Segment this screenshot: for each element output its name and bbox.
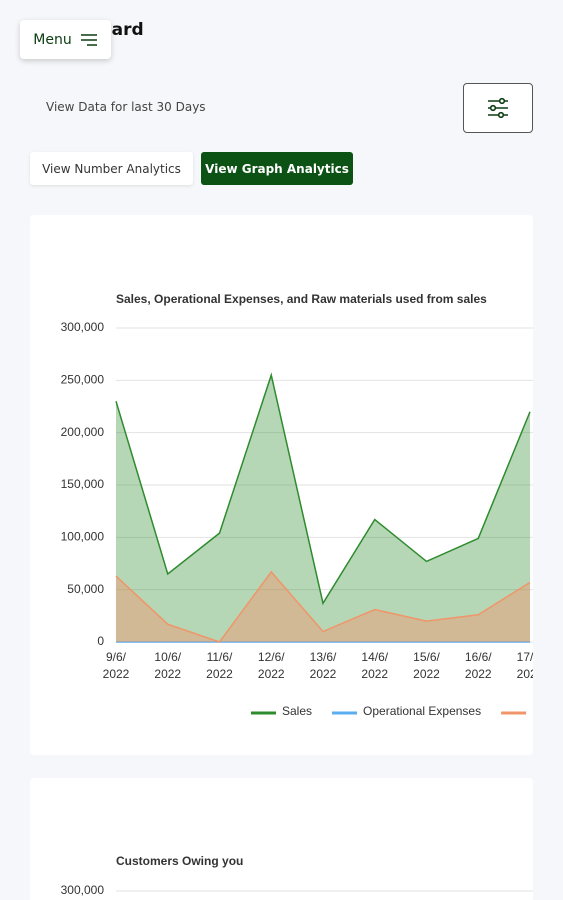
chart: Sales, Operational Expenses, and Raw mat… <box>61 292 563 718</box>
y-tick-label: 50,000 <box>67 582 104 596</box>
legend-label: Raw materials used <box>532 704 563 718</box>
series-line <box>115 372 531 606</box>
legend-label: Sales <box>282 704 312 718</box>
legend-label: Operational Expenses <box>363 704 481 718</box>
x-tick-label: 15/6/2022 <box>413 650 440 681</box>
y-tick-label: 300,000 <box>61 883 105 897</box>
y-tick-label: 0 <box>97 634 104 648</box>
tab[interactable]: View Graph Analytics <box>201 152 353 185</box>
filter-icon <box>488 97 508 119</box>
filter-button[interactable] <box>463 83 533 133</box>
chart-title: Sales, Operational Expenses, and Raw mat… <box>116 292 487 306</box>
area-fill <box>116 571 530 642</box>
y-tick-label: 250,000 <box>61 373 105 387</box>
chart-card <box>30 778 533 900</box>
filter-label: View Data for last 30 Days <box>46 100 206 114</box>
y-tick-label: 100,000 <box>61 530 105 544</box>
x-tick-label: 17/6/2022 <box>517 650 544 681</box>
menu-icon <box>80 33 97 46</box>
x-tick-label: 9/6/2022 <box>103 650 130 681</box>
chart-title: Customers Owing you <box>116 854 243 868</box>
x-tick-label: 12/6/2022 <box>258 650 285 681</box>
area-fill <box>116 375 530 642</box>
y-tick-label: 300,000 <box>61 320 105 334</box>
x-tick-label: 14/6/2022 <box>361 650 388 681</box>
menu-button[interactable]: Menu <box>20 20 111 59</box>
x-tick-label: 11/6/2022 <box>206 650 233 681</box>
chart: Customers Owing you 300,000 <box>61 854 533 897</box>
x-tick-label: 16/6/2022 <box>465 650 492 681</box>
tab[interactable]: View Number Analytics <box>30 152 193 185</box>
x-tick-label: 10/6/2022 <box>154 650 181 681</box>
x-tick-label: 13/6/2022 <box>310 650 337 681</box>
series-line <box>115 570 531 643</box>
y-tick-label: 150,000 <box>61 477 105 491</box>
y-tick-label: 200,000 <box>61 425 105 439</box>
menu-label: Menu <box>33 31 72 48</box>
